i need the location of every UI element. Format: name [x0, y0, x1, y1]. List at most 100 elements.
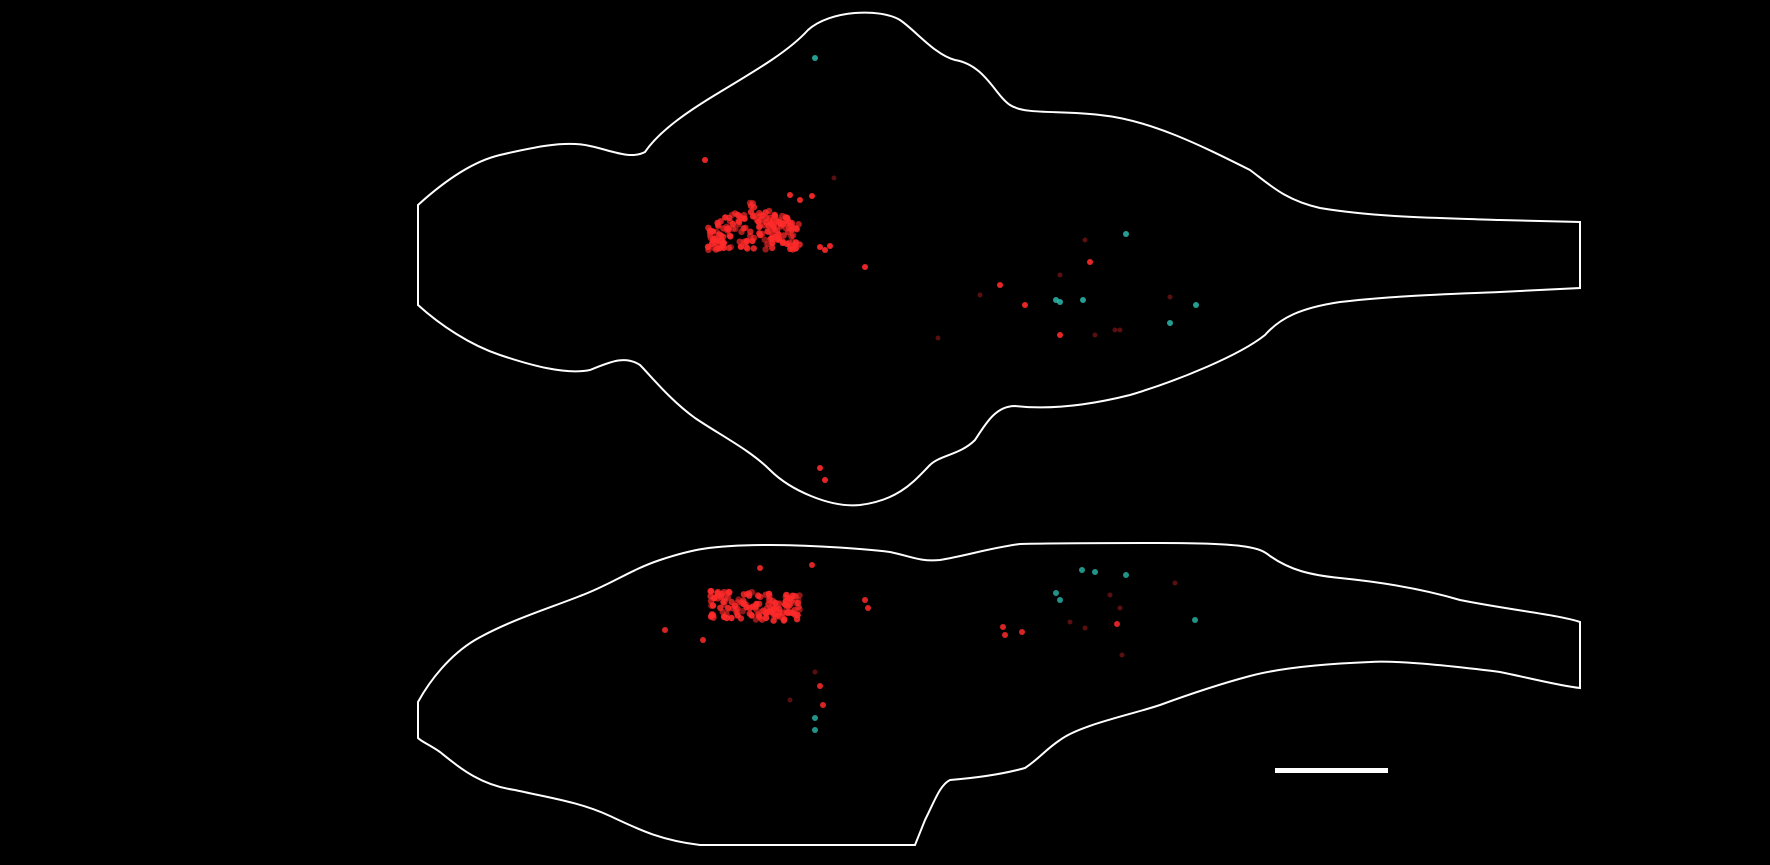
red-cell: [1002, 632, 1008, 638]
red-cell: [728, 211, 736, 218]
red-cell: [831, 175, 837, 181]
red-cell: [1119, 652, 1125, 658]
lateral-view: [417, 541, 1581, 846]
red-cell: [817, 465, 823, 471]
red-cell: [862, 264, 868, 270]
dorsal-view: [417, 11, 1581, 507]
red-cell: [740, 599, 747, 606]
cyan-cell: [812, 715, 818, 721]
red-cell: [726, 232, 733, 239]
red-cell: [734, 599, 741, 606]
red-cell: [743, 590, 751, 598]
red-cell: [702, 157, 708, 163]
red-cell: [784, 609, 791, 616]
red-cell: [862, 597, 868, 603]
red-cell: [773, 613, 780, 620]
red-cell: [796, 241, 803, 248]
red-cell: [768, 235, 775, 242]
cyan-cell: [1053, 590, 1059, 596]
red-cell: [711, 594, 718, 601]
red-cell: [716, 245, 723, 252]
red-cell: [1022, 302, 1028, 308]
red-cell: [1117, 605, 1123, 611]
red-cell: [762, 591, 769, 598]
red-cell: [779, 220, 786, 227]
red-cell: [756, 223, 763, 231]
cyan-cell: [1167, 320, 1173, 326]
red-cell: [708, 240, 716, 248]
red-cell: [1117, 327, 1123, 333]
red-cell: [736, 238, 743, 245]
red-cell: [809, 193, 815, 199]
red-cell: [714, 219, 721, 227]
red-cell: [1082, 237, 1088, 243]
red-cell: [820, 702, 826, 708]
red-cell: [728, 614, 735, 622]
red-cell: [744, 245, 751, 252]
red-cell: [750, 204, 758, 211]
cyan-cell: [1057, 597, 1063, 603]
red-cell: [771, 211, 778, 218]
red-cell: [1107, 592, 1113, 598]
red-cell: [725, 224, 732, 232]
red-cell: [776, 606, 783, 613]
red-cell: [747, 228, 754, 235]
red-cell: [977, 292, 983, 298]
red-cell: [729, 605, 737, 612]
red-cell: [706, 232, 714, 239]
red-cell: [817, 244, 823, 250]
red-cell: [767, 607, 774, 614]
red-cell: [783, 591, 790, 599]
red-cell: [773, 227, 781, 234]
red-cell: [1067, 619, 1073, 625]
cyan-cell: [1053, 297, 1059, 303]
red-cell: [785, 219, 793, 226]
cyan-cell: [1192, 617, 1198, 623]
red-cell: [793, 226, 800, 233]
cyan-cell: [1079, 567, 1085, 573]
red-cell: [1167, 294, 1173, 300]
red-cell: [748, 588, 756, 596]
red-cell: [757, 615, 764, 622]
red-cell: [725, 244, 733, 252]
red-cell: [735, 220, 742, 228]
red-cell: [795, 596, 802, 604]
red-cell: [769, 217, 776, 224]
red-cell: [700, 637, 706, 643]
red-cell: [1057, 332, 1063, 338]
cyan-cell: [812, 727, 818, 733]
red-cell: [728, 598, 735, 606]
cyan-cell: [1193, 302, 1199, 308]
red-cell: [753, 600, 760, 608]
red-cell: [1087, 259, 1093, 265]
red-cell: [760, 607, 767, 614]
red-cell: [782, 225, 789, 232]
red-cell: [729, 220, 737, 228]
cyan-cell: [1123, 231, 1129, 237]
red-cell: [732, 225, 739, 232]
red-cell: [772, 599, 779, 606]
red-cell: [750, 245, 757, 252]
red-cell: [757, 565, 763, 571]
red-cell: [734, 211, 741, 219]
red-cell: [762, 246, 769, 253]
red-cell: [750, 234, 758, 242]
brain-outline-dorsal: [417, 11, 1581, 507]
cyan-cell: [812, 55, 818, 61]
red-cell: [720, 601, 728, 608]
red-cell: [787, 245, 794, 253]
red-cell: [787, 697, 793, 703]
red-cell: [775, 235, 783, 243]
red-cell: [1112, 327, 1118, 333]
red-cell: [757, 231, 764, 239]
red-cell: [796, 606, 803, 613]
red-cell: [770, 222, 777, 230]
cyan-cell: [1092, 569, 1098, 575]
red-cell: [791, 611, 799, 619]
scale-bar: [1275, 768, 1388, 773]
red-cell: [809, 562, 815, 568]
red-cell: [780, 232, 787, 239]
red-cell: [761, 222, 768, 229]
